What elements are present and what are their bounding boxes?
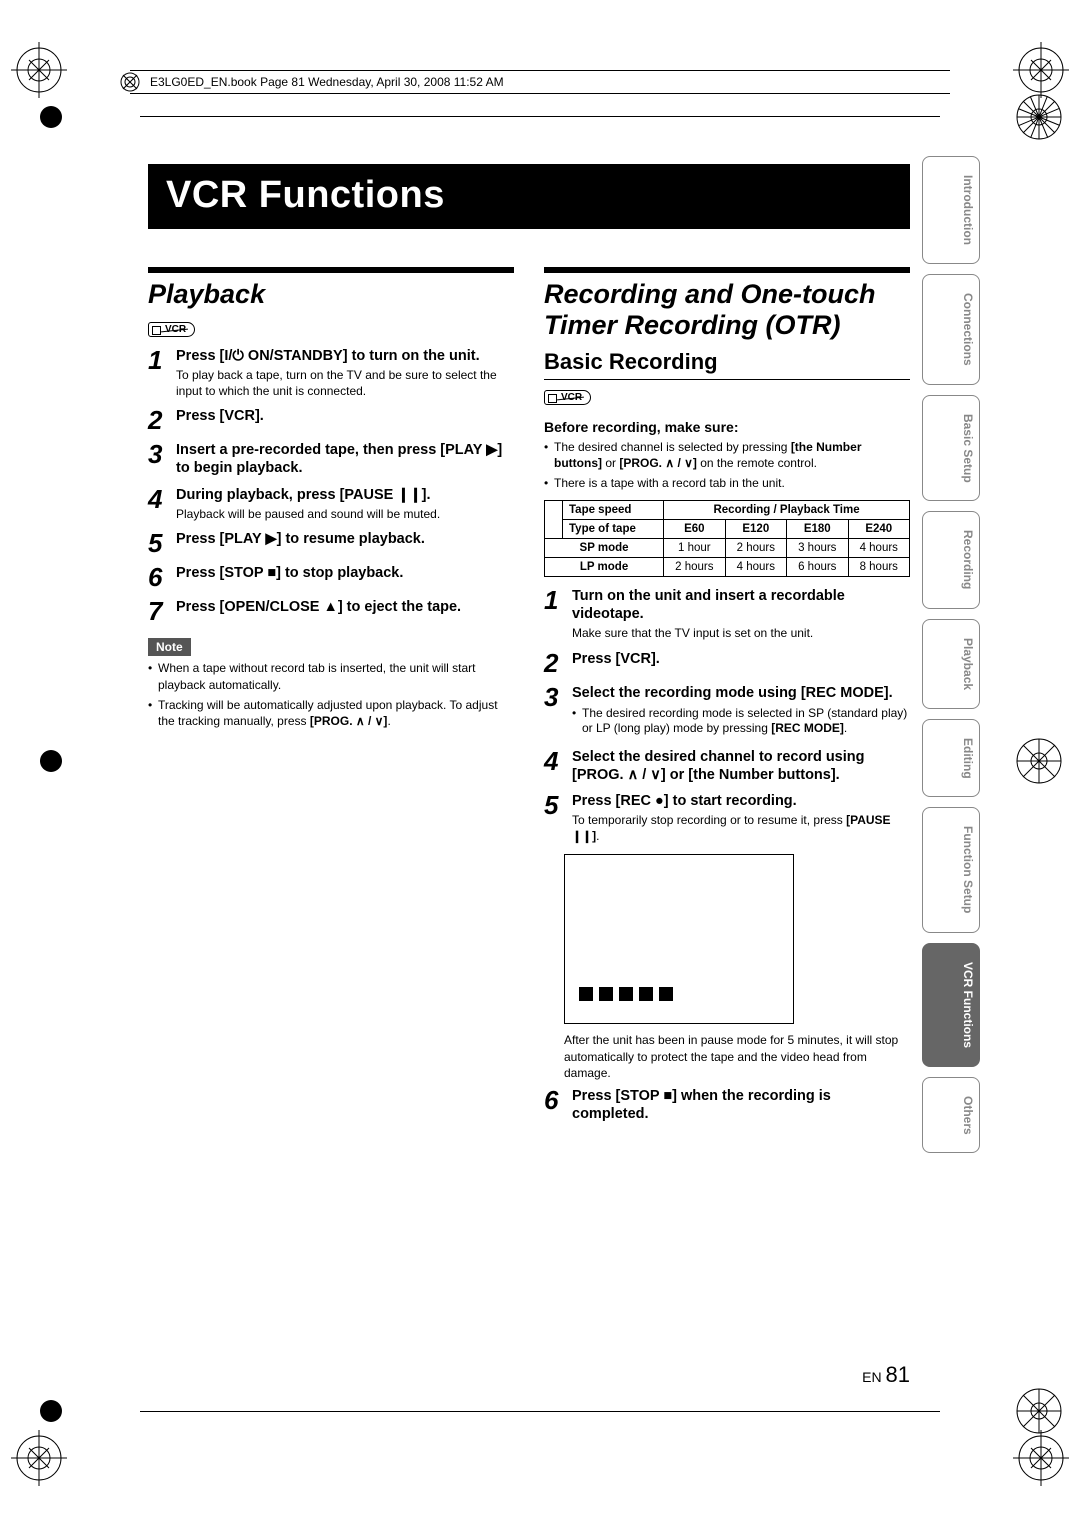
step-number: 6 [544,1087,564,1123]
side-tab-function-setup[interactable]: Function Setup [922,807,980,932]
crop-mark-top-left [11,42,67,98]
table-cell: 4 hours [725,557,786,576]
step-sub-bullets: The desired recording mode is selected i… [572,706,910,737]
tape-speed-table: Tape speed Recording / Playback Time Typ… [544,500,910,577]
side-tab-recording[interactable]: Recording [922,511,980,608]
edge-marker [40,1400,62,1422]
step-number: 5 [544,792,564,844]
trim-line [140,1411,940,1412]
column-divider [148,267,514,273]
step-lead: Select the desired channel to record usi… [572,748,910,784]
table-cell: 4 hours [848,538,910,557]
step-lead: Press [OPEN/CLOSE ▲] to eject the tape. [176,598,514,616]
step-lead: Press [VCR]. [572,650,910,668]
step-lead: Press [I/⏻ ON/STANDBY] to turn on the un… [176,347,514,365]
table-cell: 2 hours [664,557,725,576]
step-number: 3 [148,441,168,477]
step-lead: Press [STOP ■] when the recording is com… [572,1087,910,1123]
step-note: Playback will be paused and sound will b… [176,507,514,523]
playback-column: Playback VCR 1 Press [I/⏻ ON/STANDBY] to… [148,267,514,1131]
step-lead: During playback, press [PAUSE ❙❙]. [176,486,514,504]
side-tab-basic-setup[interactable]: Basic Setup [922,395,980,502]
side-tab-connections[interactable]: Connections [922,274,980,385]
vcr-badge-icon: VCR [544,390,591,405]
recording-column: Recording and One-touch Timer Recording … [544,267,910,1131]
step-number: 2 [148,407,168,433]
before-recording-bullets: The desired channel is selected by press… [544,439,910,492]
recording-steps: 1 Turn on the unit and insert a recordab… [544,587,910,845]
step-number: 5 [148,530,168,556]
step-lead: Press [PLAY ▶] to resume playback. [176,530,514,548]
step-lead: Insert a pre-recorded tape, then press [… [176,441,514,477]
edge-marker [1014,1386,1064,1436]
step-number: 1 [544,587,564,642]
table-col: E240 [848,519,910,538]
side-tab-vcr-functions[interactable]: VCR Functions [922,943,980,1067]
side-tab-introduction[interactable]: Introduction [922,156,980,264]
before-item: The desired channel is selected by press… [544,439,910,471]
page-content: VCR Functions Playback VCR 1 Press [I/⏻ … [148,142,910,1388]
recording-subtitle: Basic Recording [544,349,910,380]
playback-notes: When a tape without record tab is insert… [148,660,514,729]
recording-title: Recording and One-touch Timer Recording … [544,279,910,341]
step-lead: Turn on the unit and insert a recordable… [572,587,910,623]
step-lead: Press [REC ●] to start recording. [572,792,910,810]
table-cell: 2 hours [725,538,786,557]
step-number: 3 [544,684,564,740]
step-lead: Press [VCR]. [176,407,514,425]
side-tab-playback[interactable]: Playback [922,619,980,709]
playback-title: Playback [148,279,514,310]
column-divider [544,267,910,273]
vcr-badge-icon: VCR [148,322,195,337]
note-item: When a tape without record tab is insert… [148,660,514,692]
note-label: Note [148,638,191,656]
edge-marker [1014,736,1064,791]
trim-line [140,116,940,117]
table-cell: 6 hours [787,557,848,576]
step-note: To play back a tape, turn on the TV and … [176,368,514,399]
table-header-type: Type of tape [563,519,664,538]
note-item: Tracking will be automatically adjusted … [148,697,514,729]
table-header-playback-time: Recording / Playback Time [664,500,910,519]
table-row-label: SP mode [545,538,664,557]
before-item: There is a tape with a record tab in the… [544,475,910,491]
step-note: Make sure that the TV input is set on th… [572,626,910,642]
side-tab-editing[interactable]: Editing [922,719,980,798]
step-lead: Press [STOP ■] to stop playback. [176,564,514,582]
step-number: 7 [148,598,168,624]
step-number: 1 [148,347,168,399]
step-lead: Select the recording mode using [REC MOD… [572,684,910,702]
before-recording-label: Before recording, make sure: [544,419,910,435]
table-cell: 8 hours [848,557,910,576]
edge-marker [40,750,62,772]
table-row-label: LP mode [545,557,664,576]
crop-mark-bottom-right [1013,1430,1069,1486]
crop-mark-top-right [1013,42,1069,98]
playback-steps: 1 Press [I/⏻ ON/STANDBY] to turn on the … [148,347,514,624]
step-number: 4 [544,748,564,784]
display-illustration [564,854,794,1024]
edge-marker [40,106,62,128]
step-number: 4 [148,486,168,523]
book-header-text: E3LG0ED_EN.book Page 81 Wednesday, April… [150,75,504,89]
book-header-line: E3LG0ED_EN.book Page 81 Wednesday, April… [130,70,950,94]
step-number: 2 [544,650,564,676]
table-col: E120 [725,519,786,538]
edge-marker [1014,92,1064,142]
chapter-title: VCR Functions [148,164,910,229]
page-number: EN 81 [862,1362,910,1388]
table-col: E60 [664,519,725,538]
side-tab-nav: Introduction Connections Basic Setup Record… [922,156,980,1153]
step-note: To temporarily stop recording or to resu… [572,813,910,844]
step-number: 6 [148,564,168,590]
crop-mark-bottom-left [11,1430,67,1486]
table-header-tape-speed: Tape speed [563,500,664,519]
table-col: E180 [787,519,848,538]
table-cell: 3 hours [787,538,848,557]
recording-step-6: 6 Press [STOP ■] when the recording is c… [544,1087,910,1123]
pause-warning-text: After the unit has been in pause mode fo… [564,1032,910,1081]
recording-progress-squares [579,987,673,1001]
side-tab-others[interactable]: Others [922,1077,980,1154]
table-cell: 1 hour [664,538,725,557]
